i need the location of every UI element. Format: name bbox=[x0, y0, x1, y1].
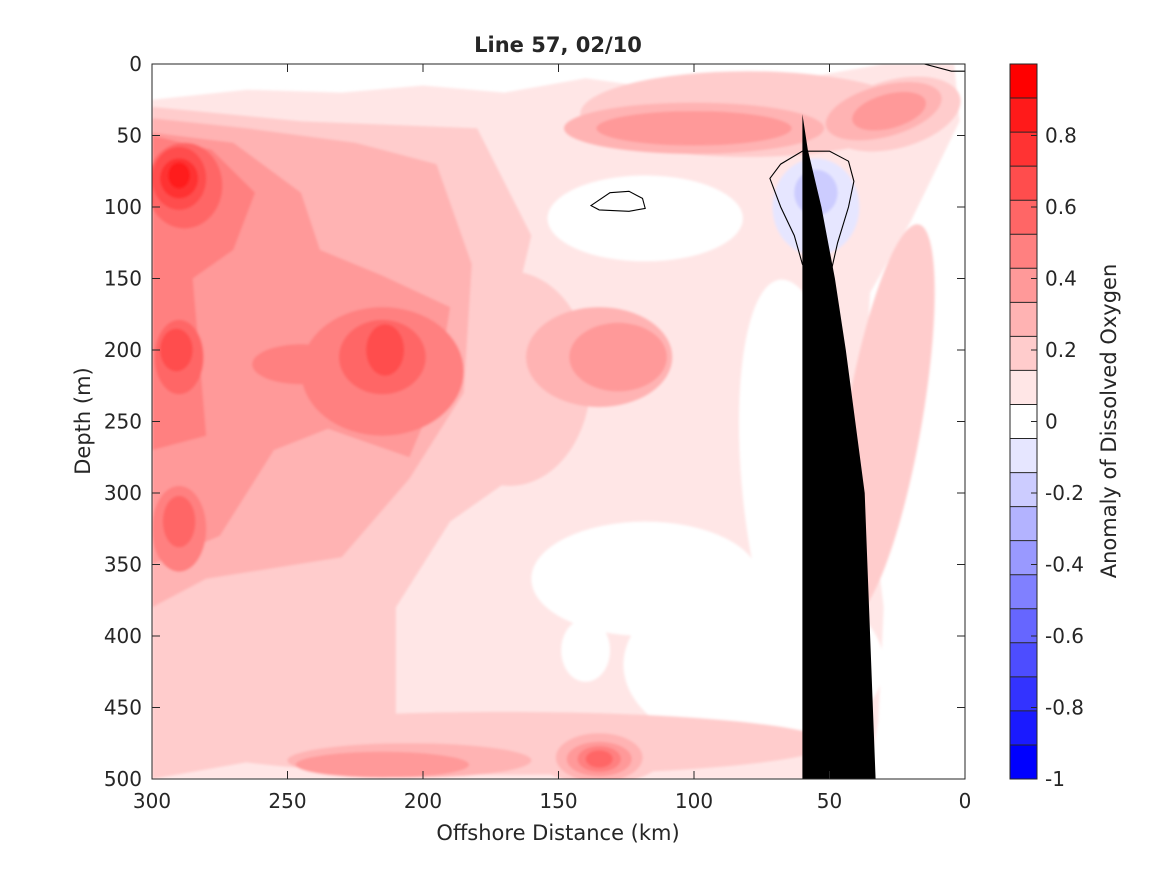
x-axis-label: Offshore Distance (km) bbox=[436, 821, 679, 845]
colorbar-tick-label: 0.8 bbox=[1045, 124, 1077, 148]
x-axis: 300 250 200 150 100 50 0 bbox=[133, 64, 971, 813]
colorbar-tick-label: -0.8 bbox=[1045, 696, 1084, 720]
colorbar-segment bbox=[1010, 64, 1037, 99]
anomaly-level-0.7 bbox=[366, 324, 405, 376]
y-tick-label: 50 bbox=[117, 124, 142, 148]
seafloor-bathymetry bbox=[802, 114, 876, 779]
colorbar-segment bbox=[1010, 710, 1037, 746]
colorbar-segment bbox=[1010, 200, 1037, 235]
colorbar-segment bbox=[1010, 132, 1037, 167]
colorbar-tick-label: -0.2 bbox=[1045, 481, 1084, 505]
plot-area bbox=[152, 64, 965, 779]
colorbar-segment bbox=[1010, 472, 1037, 508]
chart-title: Line 57, 02/10 bbox=[474, 33, 642, 57]
colorbar-segment bbox=[1010, 642, 1037, 678]
y-tick-label: 250 bbox=[104, 410, 142, 434]
colorbar-tick-label: -1 bbox=[1045, 767, 1065, 791]
colorbar-segment bbox=[1010, 98, 1037, 133]
x-tick-label: 0 bbox=[959, 789, 972, 813]
anomaly-level-0.4 bbox=[569, 322, 667, 392]
x-tick-label: 200 bbox=[404, 789, 442, 813]
x-tick-label: 300 bbox=[133, 789, 171, 813]
colorbar-segment bbox=[1010, 336, 1037, 371]
y-tick-label: 350 bbox=[104, 553, 142, 577]
colorbar-segment bbox=[1010, 166, 1037, 201]
y-tick-label: 450 bbox=[104, 696, 142, 720]
colorbar-segment bbox=[1010, 370, 1037, 405]
y-tick-label: 400 bbox=[104, 624, 142, 648]
y-tick-label: 150 bbox=[104, 267, 142, 291]
colorbar-segment bbox=[1010, 676, 1037, 712]
zero-contour-offshore bbox=[589, 190, 646, 212]
colorbar: -1 -0.8 -0.6 -0.4 -0.2 0 0.2 0.4 0.6 0.8 bbox=[1010, 64, 1084, 791]
x-tick-label: 100 bbox=[675, 789, 713, 813]
colorbar-tick-label: -0.4 bbox=[1045, 553, 1084, 577]
y-axis: 0 50 100 150 200 250 300 350 400 450 500 bbox=[104, 52, 965, 791]
y-tick-label: 500 bbox=[104, 767, 142, 791]
colorbar-tick-label: -0.6 bbox=[1045, 624, 1084, 648]
colorbar-tick-label: 0 bbox=[1045, 410, 1058, 434]
colorbar-segment bbox=[1010, 744, 1037, 780]
colorbar-label: Anomaly of Dissolved Oxygen bbox=[1097, 264, 1121, 579]
neutral-patch bbox=[561, 618, 610, 682]
neutral-patch bbox=[547, 175, 743, 262]
colorbar-segment bbox=[1010, 438, 1037, 473]
colorbar-segment bbox=[1010, 268, 1037, 303]
x-tick-label: 50 bbox=[817, 789, 842, 813]
zero-contour-surface bbox=[924, 64, 965, 72]
colorbar-tick-label: 0.6 bbox=[1045, 195, 1077, 219]
colorbar-tick-label: 0.4 bbox=[1045, 267, 1077, 291]
y-tick-label: 200 bbox=[104, 338, 142, 362]
y-tick-label: 0 bbox=[129, 52, 142, 76]
anomaly-level-0.6 bbox=[162, 495, 196, 548]
colorbar-segment bbox=[1010, 506, 1037, 542]
anomaly-field bbox=[152, 64, 961, 779]
anomaly-level-0.4 bbox=[295, 751, 470, 778]
y-axis-label: Depth (m) bbox=[71, 367, 95, 474]
anomaly-level-0.4 bbox=[596, 111, 792, 146]
x-tick-label: 150 bbox=[539, 789, 577, 813]
y-tick-label: 100 bbox=[104, 195, 142, 219]
colorbar-frame bbox=[1009, 63, 1038, 780]
colorbar-tick-label: 0.2 bbox=[1045, 338, 1077, 362]
anomaly-level-0.7 bbox=[160, 328, 193, 372]
y-tick-label: 300 bbox=[104, 481, 142, 505]
colorbar-segment bbox=[1010, 540, 1037, 576]
colorbar-segment bbox=[1010, 302, 1037, 337]
anomaly-level-0.5 bbox=[252, 344, 350, 385]
colorbar-segment bbox=[1010, 608, 1037, 644]
anomaly-level-0.9 bbox=[168, 162, 190, 189]
anomaly-level-0.6 bbox=[585, 750, 613, 768]
neutral-patch bbox=[531, 521, 759, 636]
colorbar-segment bbox=[1010, 574, 1037, 610]
x-tick-label: 250 bbox=[268, 789, 306, 813]
colorbar-segment bbox=[1010, 234, 1037, 269]
anomaly-level-0.4 bbox=[852, 91, 926, 131]
